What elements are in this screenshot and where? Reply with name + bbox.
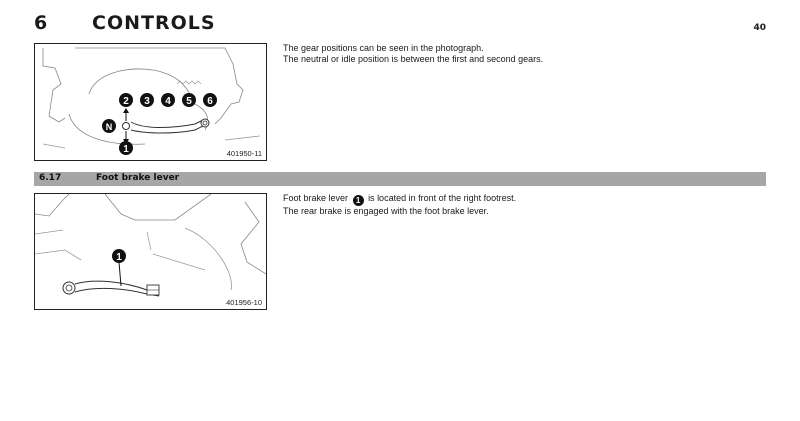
brake-text-line-1: Foot brake lever 1 is located in front o…: [283, 193, 516, 206]
chapter-number: 6: [34, 12, 48, 34]
gear-shift-figure: 2 3 4 5 6 N 1 401950-11: [34, 43, 267, 161]
gear-description: The gear positions can be seen in the ph…: [283, 43, 543, 65]
gear-shift-illustration: 2 3 4 5 6 N 1: [42, 47, 261, 155]
gear-text-line-1: The gear positions can be seen in the ph…: [283, 43, 484, 53]
neutral-badge: [102, 119, 116, 133]
gear-4-badge: [161, 93, 175, 107]
figure-code: 401950-11: [226, 149, 262, 158]
brake-text-after: is located in front of the right footres…: [368, 193, 517, 203]
neutral-label: N: [106, 122, 113, 132]
gear-2-label: 2: [123, 96, 129, 107]
section-number: 6.17: [39, 173, 62, 183]
gear-text-line-2: The neutral or idle position is between …: [283, 54, 544, 64]
gear-1-label: 1: [123, 144, 129, 155]
foot-brake-figure: 1 401956-10: [34, 193, 267, 310]
gear-5-label: 5: [186, 96, 192, 107]
brake-text-line-2: The rear brake is engaged with the foot …: [283, 206, 489, 216]
section-header: 6.17 Foot brake lever: [34, 172, 766, 186]
gear-3-badge: [140, 93, 154, 107]
foot-brake-illustration: 1: [35, 194, 266, 297]
gear-5-badge: [182, 93, 196, 107]
section-title: Foot brake lever: [96, 173, 180, 183]
gear-3-label: 3: [144, 96, 150, 107]
gear-2-badge: [119, 93, 133, 107]
chapter-title: CONTROLS: [92, 12, 216, 34]
brake-description: Foot brake lever 1 is located in front o…: [283, 193, 516, 217]
gear-6-badge: [203, 93, 217, 107]
figure-code: 401956-10: [226, 298, 262, 307]
page-number: 40: [753, 23, 766, 33]
brake-text-before: Foot brake lever: [283, 193, 349, 203]
brake-lever-badge: [112, 249, 126, 263]
gear-1-badge: [119, 141, 133, 155]
brake-lever-label: 1: [116, 252, 122, 263]
gear-6-label: 6: [207, 96, 213, 107]
gear-4-label: 4: [165, 96, 171, 107]
inline-item-badge: 1: [352, 195, 364, 206]
